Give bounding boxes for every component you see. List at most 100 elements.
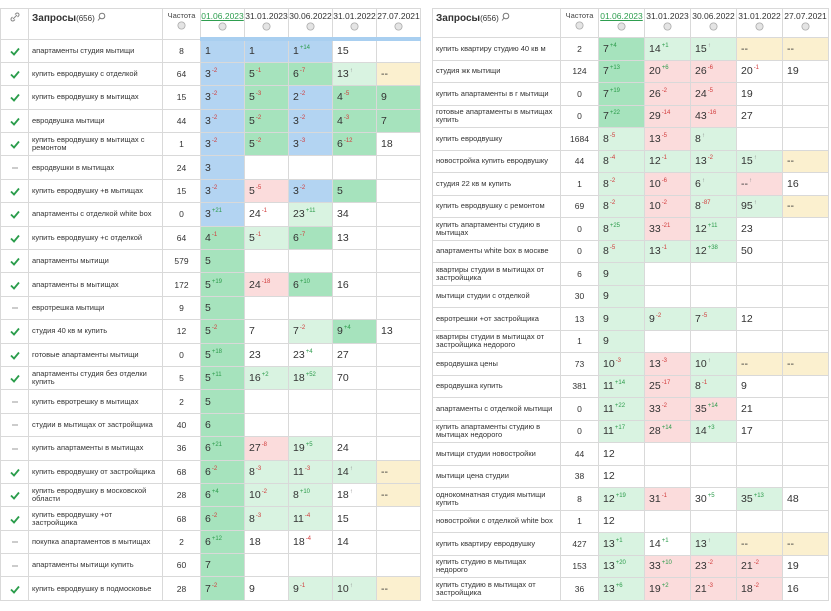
date-label[interactable]: 01.06.2023 — [600, 11, 643, 21]
check-icon — [9, 71, 20, 79]
position: 9 — [381, 91, 387, 104]
position-cell: 48 — [782, 487, 829, 511]
frequency: 28 — [162, 482, 201, 508]
position-change: +38 — [707, 245, 718, 252]
position-cell: -- — [376, 576, 421, 601]
position-change: +4 — [343, 325, 351, 332]
check-icon — [9, 492, 20, 500]
position: 4 — [337, 114, 343, 127]
frequency: 5 — [162, 365, 201, 391]
position-change: -2 — [255, 114, 262, 121]
position-cell — [736, 464, 783, 488]
header-row: Запросы(656) Частота 01.06.2023 31.01.2023 3… — [0, 8, 421, 41]
query-row: апартаменты мытищи купить 60 7 — [0, 553, 421, 578]
header-row: Запросы(656) Частота 01.06.2023 31.01.2023 3… — [432, 8, 829, 38]
query-text: готовые апартаменты в мытищах купить — [432, 104, 561, 128]
position: 7 — [205, 559, 211, 572]
position-cell — [332, 553, 377, 578]
position-cell: 95↑ — [736, 194, 783, 218]
date-header: 30.06.2022 — [288, 8, 333, 41]
position-cell: 13+1 — [598, 532, 645, 556]
query-text: однокомнатная студия мытищи купить — [432, 487, 561, 511]
query-text: студии в мытищах от застройщика — [28, 412, 163, 438]
position-cell — [782, 374, 829, 398]
position-cell: 23 — [736, 217, 783, 241]
position: 11 — [293, 512, 304, 525]
position-cell: 26-6 — [690, 59, 737, 83]
position-change: +2 — [261, 372, 269, 379]
position-cell — [244, 249, 289, 274]
column-icon — [350, 22, 359, 31]
position: 4 — [205, 231, 211, 244]
query-text: купить евродвушку в подмосковье — [28, 576, 163, 601]
position: 6 — [293, 68, 299, 81]
query-row: студия жк мытищи 124 7+13 20+6 26-6 20-1 19 — [432, 59, 829, 83]
date-header: 01.06.2023 — [200, 8, 245, 41]
position: 30 — [695, 492, 707, 505]
position-cell — [244, 553, 289, 578]
position-cell: 6-2 — [200, 459, 245, 484]
position-change: -1 — [701, 380, 708, 387]
position-cell: -- — [376, 459, 421, 484]
query-text: апартаменты мытищи — [28, 249, 163, 274]
position-cell: 25-17 — [644, 374, 691, 398]
position: 13 — [649, 245, 661, 258]
position-change: -7 — [299, 68, 306, 75]
position-cell: 13+20 — [598, 554, 645, 578]
position-change: +13 — [753, 492, 764, 499]
date-label: 31.01.2023 — [646, 11, 689, 21]
status-cell — [0, 529, 29, 555]
position-change: -1 — [261, 208, 268, 215]
query-text: купить евродвушку в московской области — [28, 482, 163, 508]
position-change: +18 — [211, 348, 223, 355]
position: 26 — [649, 87, 661, 100]
position: 14 — [649, 42, 661, 55]
position-cell: 13 — [332, 225, 377, 251]
query-row: евродвушки в мытищах 24 3 — [0, 155, 421, 180]
position-change: -2 — [753, 560, 760, 567]
position-change: -5 — [701, 312, 708, 319]
position: 13 — [603, 537, 615, 550]
position-cell — [782, 239, 829, 263]
position: 5 — [205, 372, 211, 385]
position-cell: 6-7 — [288, 61, 333, 87]
column-icon — [218, 22, 227, 31]
position-cell: 8-5 — [598, 239, 645, 263]
query-text: купить евродвушку от застройщика — [28, 459, 163, 484]
frequency: 0 — [162, 202, 201, 227]
position-cell — [736, 509, 783, 533]
position-change: +10 — [661, 560, 672, 567]
position-change: -3 — [707, 582, 714, 589]
query-row: студия 40 кв м купить 12 5-2 7 7-2 9+4 13 — [0, 319, 421, 344]
query-text: купить апартаменты студию в мытищах недо… — [432, 419, 561, 443]
position: 23 — [695, 560, 707, 573]
status-cell — [0, 202, 29, 227]
frequency: 0 — [162, 342, 201, 367]
position: 6 — [695, 177, 701, 190]
position-cell: 29-14 — [644, 104, 691, 128]
check-icon — [9, 258, 20, 267]
position: 9 — [337, 325, 343, 338]
position: -- — [741, 177, 748, 190]
position-change: -2 — [707, 155, 714, 162]
position-cell — [644, 442, 691, 466]
position-cell — [288, 412, 333, 438]
status-cell — [0, 225, 29, 251]
frequency: 2 — [162, 529, 201, 555]
position: 16 — [337, 278, 349, 291]
query-row: купить квартиру студию 40 кв м 2 7+4 14+1 15… — [432, 37, 829, 61]
frequency: 36 — [560, 577, 599, 601]
position: 6 — [337, 138, 343, 151]
position-change: +14 — [707, 402, 718, 409]
position-cell: 5+11 — [200, 365, 245, 391]
position-cell: 21-2 — [736, 554, 783, 578]
position: 9 — [603, 335, 609, 348]
position-cell: 5-2 — [244, 132, 289, 157]
position: 11 — [603, 425, 614, 438]
date-label[interactable]: 01.06.2023 — [201, 11, 244, 21]
position-cell: 43-16 — [690, 104, 737, 128]
position: 5 — [205, 255, 211, 268]
position-cell: 11-3 — [288, 459, 333, 484]
position-cell: 8-3 — [244, 459, 289, 484]
position-change: -2 — [661, 87, 668, 94]
